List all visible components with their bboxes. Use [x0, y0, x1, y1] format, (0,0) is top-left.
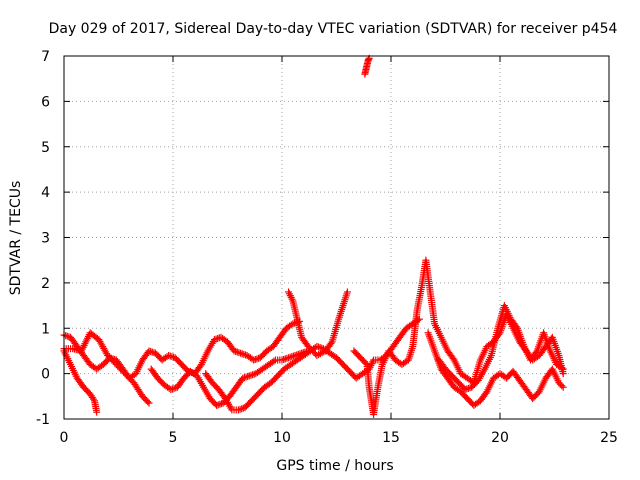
y-tick-label: 2: [41, 276, 50, 292]
data-point: [559, 365, 567, 373]
tick-labels: 0 5 10 15 20 25 -1 0 1 2 3 4 5 6 7: [36, 49, 618, 446]
y-tick-label: 4: [41, 185, 50, 201]
data-point-fill: [270, 357, 278, 365]
y-tick-label: 3: [41, 231, 50, 247]
data-point-fill: [558, 382, 566, 390]
y-tick-label: 0: [41, 367, 50, 383]
data-point-fill: [362, 359, 370, 367]
x-axis-label: GPS time / hours: [276, 458, 393, 474]
y-axis-label: SDTVAR / TECUs: [8, 181, 24, 296]
y-tick-label: 6: [41, 94, 50, 110]
x-tick-label: 25: [600, 430, 618, 446]
data-point-fill: [89, 395, 97, 403]
data-point: [145, 399, 153, 407]
data-point-fill: [327, 339, 335, 347]
data-point-fill: [144, 398, 152, 406]
x-tick-label: 0: [60, 430, 69, 446]
data-point: [343, 288, 351, 296]
y-tick-label: 7: [41, 49, 50, 65]
chart-title: Day 029 of 2017, Sidereal Day-to-day VTE…: [49, 21, 618, 37]
data-point-fill: [512, 323, 520, 331]
y-tick-label: -1: [36, 412, 50, 428]
data-point-fill: [287, 321, 295, 329]
data-point: [93, 408, 101, 416]
x-tick-label: 20: [491, 430, 509, 446]
y-tick-label: 5: [41, 140, 50, 156]
x-tick-label: 10: [273, 430, 291, 446]
data-point-fill: [532, 348, 540, 356]
plot-frame: [63, 55, 610, 420]
y-tick-label: 1: [41, 321, 50, 337]
data-points: [60, 54, 567, 418]
grid-lines: [64, 56, 609, 419]
data-point-fill: [558, 364, 566, 372]
x-tick-label: 5: [169, 430, 178, 446]
data-point: [559, 383, 567, 391]
x-tick-label: 15: [382, 430, 400, 446]
